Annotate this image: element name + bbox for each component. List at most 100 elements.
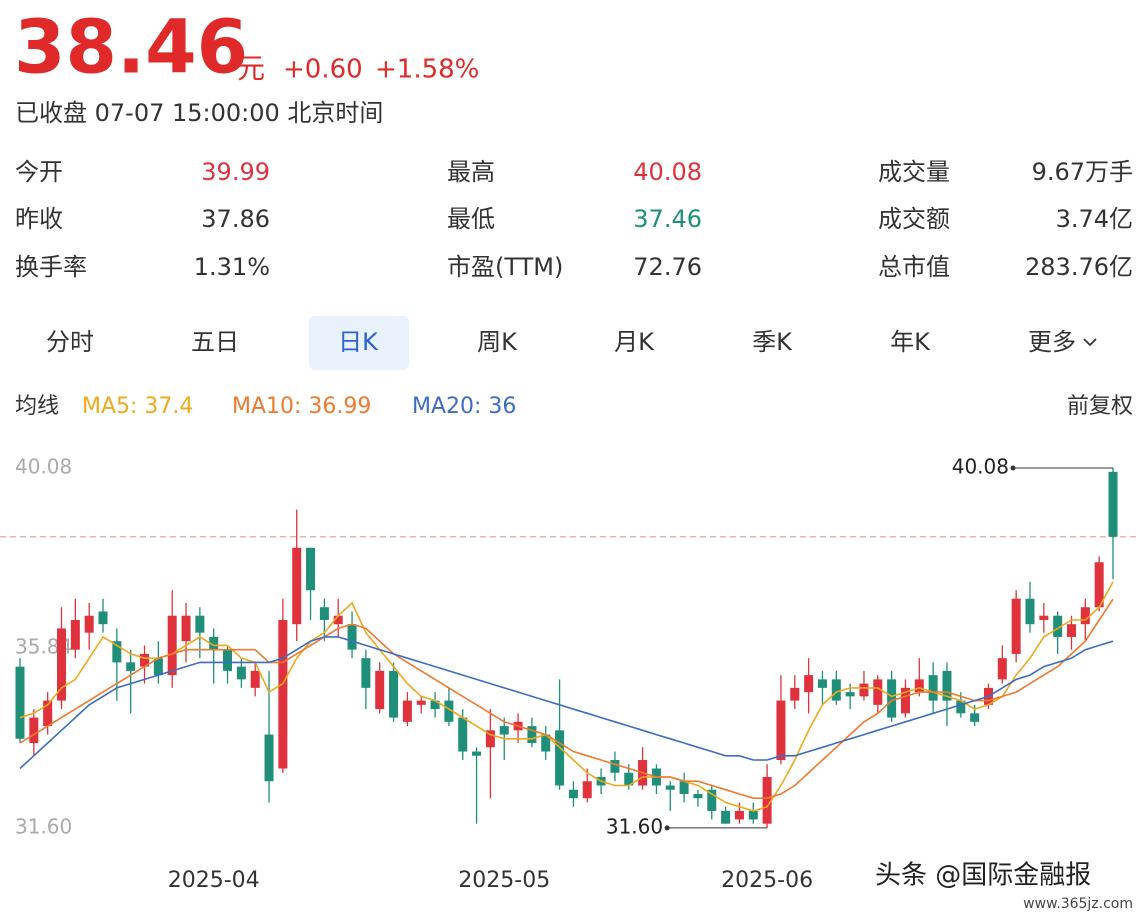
candle-body bbox=[1053, 615, 1063, 637]
x-tick-label: 2025-06 bbox=[721, 868, 813, 893]
candle-body bbox=[126, 662, 136, 671]
stat-value: 283.76亿 bbox=[1025, 253, 1133, 281]
candle-body bbox=[458, 717, 468, 752]
stat-value: 72.76 bbox=[633, 253, 702, 281]
candle-body bbox=[430, 700, 440, 710]
candle-body bbox=[389, 670, 399, 718]
stat-label: 最低 bbox=[447, 205, 495, 233]
legend-entry: MA20: 36 bbox=[412, 394, 516, 419]
stat-label: 昨收 bbox=[15, 205, 63, 233]
tab[interactable]: 日K bbox=[338, 328, 379, 356]
candle-body bbox=[319, 607, 329, 620]
candle-body bbox=[1011, 598, 1021, 654]
candle-body bbox=[859, 683, 869, 697]
tab[interactable]: 月K bbox=[614, 328, 655, 356]
candle-body bbox=[250, 670, 260, 688]
legend-entry: MA5: 37.4 bbox=[82, 394, 193, 419]
candle-body bbox=[153, 658, 163, 676]
candle-body bbox=[900, 687, 910, 714]
candle-body bbox=[665, 785, 675, 790]
candle-body bbox=[306, 547, 316, 591]
price-change-pct: +1.58% bbox=[375, 55, 479, 85]
stat-label: 市盈(TTM) bbox=[447, 253, 563, 281]
candle-body bbox=[84, 615, 94, 633]
candle-body bbox=[817, 679, 827, 688]
tab[interactable]: 五日 bbox=[191, 328, 239, 356]
candle-body bbox=[956, 700, 966, 714]
ma-line bbox=[19, 598, 1114, 799]
candle-body bbox=[555, 730, 565, 786]
candle-body bbox=[347, 624, 357, 650]
tab[interactable]: 季K bbox=[752, 328, 793, 356]
tab[interactable]: 周K bbox=[477, 328, 518, 356]
annotation-label: 40.08 bbox=[952, 455, 1009, 479]
selected-tab-bg bbox=[309, 316, 409, 370]
candle-body bbox=[997, 658, 1007, 680]
y-tick-label: 40.08 bbox=[15, 455, 72, 479]
stat-label: 成交额 bbox=[878, 205, 950, 233]
candle-body bbox=[223, 649, 233, 671]
candle-body bbox=[734, 810, 744, 820]
candle-body bbox=[361, 658, 371, 688]
candle-body bbox=[873, 679, 883, 705]
x-tick-label: 2025-04 bbox=[168, 868, 260, 893]
price-unit: 元 bbox=[237, 52, 265, 85]
candle-body bbox=[693, 793, 703, 799]
annotation-dot bbox=[1010, 465, 1016, 471]
candle-body bbox=[472, 751, 482, 756]
candle-body bbox=[582, 781, 592, 799]
y-tick-label: 31.60 bbox=[15, 814, 72, 838]
stat-value: 37.46 bbox=[633, 205, 702, 233]
candle-body bbox=[333, 615, 343, 625]
candle-body bbox=[790, 687, 800, 701]
candle-body bbox=[264, 734, 274, 782]
stat-label: 成交量 bbox=[878, 158, 950, 186]
legend-entry: MA10: 36.99 bbox=[232, 394, 371, 419]
candle-body bbox=[610, 760, 620, 773]
candle-body bbox=[209, 636, 219, 650]
candle-body bbox=[416, 700, 426, 705]
candle-body bbox=[444, 700, 454, 722]
price-change: +0.60 bbox=[283, 55, 363, 85]
candle-body bbox=[375, 670, 385, 710]
annotation-label: 31.60 bbox=[606, 814, 663, 838]
tab-bar: 分时 五日 日K 周K 月K 季K 年K 更多 bbox=[46, 328, 1076, 356]
candle-body bbox=[292, 547, 302, 625]
adjust-mode[interactable]: 前复权 bbox=[1067, 394, 1133, 419]
stat-value: 1.31% bbox=[194, 253, 270, 281]
tab[interactable]: 分时 bbox=[46, 328, 94, 356]
candle-body bbox=[1108, 471, 1118, 537]
candle-body bbox=[845, 692, 855, 697]
ma-title: 均线 bbox=[15, 394, 59, 419]
candle-body bbox=[195, 615, 205, 633]
candle-body bbox=[402, 700, 412, 722]
candle-body bbox=[29, 717, 39, 744]
ma-legend: MA5: 37.4 MA10: 36.99 MA20: 36 bbox=[82, 394, 516, 419]
tab[interactable]: 更多 bbox=[1028, 328, 1076, 356]
stat-value: 3.74亿 bbox=[1056, 205, 1133, 233]
candle-body bbox=[804, 675, 814, 693]
candle-body bbox=[1094, 562, 1104, 608]
candle-body bbox=[98, 611, 108, 625]
candle-body bbox=[112, 641, 122, 663]
x-tick-label: 2025-05 bbox=[458, 868, 550, 893]
stat-label: 换手率 bbox=[15, 253, 87, 281]
candle-body bbox=[762, 776, 772, 824]
candle-body bbox=[167, 615, 177, 676]
candle-body bbox=[43, 700, 53, 727]
candle-body bbox=[485, 730, 495, 748]
candle-body bbox=[748, 810, 758, 820]
candle-body bbox=[624, 772, 634, 786]
candle-body bbox=[499, 726, 509, 735]
candle-body bbox=[15, 666, 25, 739]
tab[interactable]: 年K bbox=[890, 328, 931, 356]
candle-body bbox=[721, 810, 731, 824]
candle-body bbox=[278, 619, 288, 769]
candle-body bbox=[527, 726, 537, 744]
candle-body bbox=[181, 615, 191, 642]
candle-body bbox=[942, 670, 952, 701]
stat-label: 今开 bbox=[15, 158, 63, 186]
